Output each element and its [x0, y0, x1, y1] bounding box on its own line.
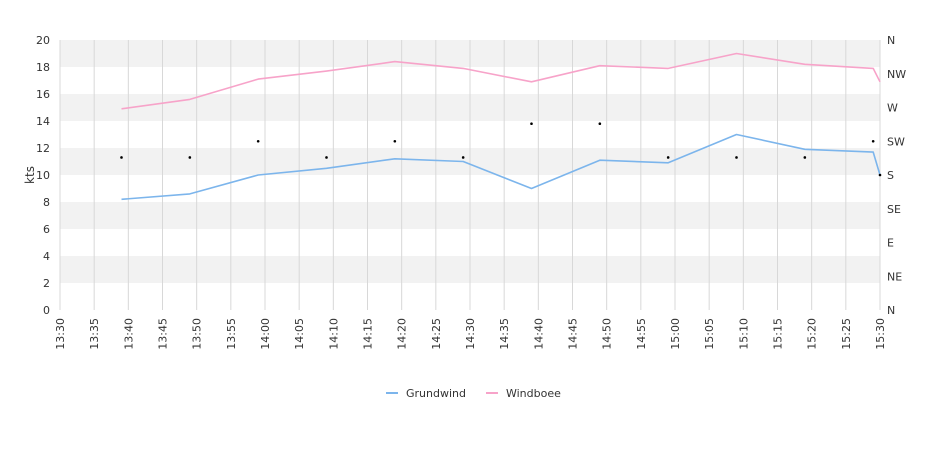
- x-tick-label: 14:35: [498, 318, 511, 350]
- direction-point: [256, 139, 260, 143]
- legend: Grundwind Windboee: [386, 387, 561, 400]
- x-tick-label: 15:10: [737, 318, 750, 350]
- x-tick-label: 13:50: [191, 318, 204, 350]
- y-tick-label: 18: [36, 61, 50, 74]
- direction-point: [393, 139, 397, 143]
- y-tick-label: 20: [36, 34, 50, 47]
- x-tick-label: 13:35: [88, 318, 101, 350]
- x-tick-label: 14:05: [293, 318, 306, 350]
- direction-point: [878, 173, 882, 177]
- series-line-windboee: [121, 52, 881, 110]
- right-axis-label: N: [887, 34, 895, 47]
- x-tick-label: 15:20: [806, 318, 819, 350]
- direction-point: [120, 156, 123, 159]
- x-tick-label: 14:55: [635, 318, 648, 350]
- direction-point: [461, 156, 465, 159]
- y-tick-label: 10: [36, 169, 50, 182]
- right-axis-label: N: [887, 304, 895, 317]
- direction-point: [530, 122, 533, 125]
- x-tick-label: 14:50: [601, 318, 614, 350]
- x-tick-label: 13:45: [157, 318, 170, 350]
- x-tick-label: 14:00: [259, 318, 272, 350]
- direction-point: [188, 156, 192, 159]
- right-axis-label: SE: [887, 203, 901, 216]
- x-tick-label: 14:45: [567, 318, 580, 350]
- x-tick-label: 14:20: [396, 318, 409, 350]
- x-tick-label: 13:55: [225, 318, 238, 350]
- x-tick-label: 15:00: [669, 318, 682, 350]
- y-tick-label: 6: [43, 223, 50, 236]
- x-tick-label: 15:15: [772, 318, 785, 350]
- x-tick-label: 14:40: [532, 318, 545, 350]
- right-axis-label: NW: [887, 68, 906, 81]
- direction-point: [325, 156, 328, 159]
- right-axis-label: SW: [887, 135, 905, 148]
- right-axis-label: NE: [887, 270, 902, 283]
- x-tick-label: 13:30: [54, 318, 67, 350]
- x-tick-label: 15:25: [840, 318, 853, 350]
- direction-point: [598, 122, 602, 125]
- x-tick-label: 14:30: [464, 318, 477, 350]
- x-tick-label: 15:05: [703, 318, 716, 350]
- legend-label: Windboee: [506, 387, 561, 400]
- direction-point: [735, 156, 738, 159]
- right-axis-label: S: [887, 169, 894, 182]
- x-tick-label: 13:40: [122, 318, 135, 350]
- direction-point: [871, 139, 875, 143]
- y-tick-label: 14: [36, 115, 50, 128]
- x-tick-label: 15:30: [874, 318, 887, 350]
- y-axis-title: kts: [23, 166, 37, 184]
- y-tick-label: 4: [43, 250, 50, 263]
- x-tick-label: 14:15: [362, 318, 375, 350]
- y-tick-label: 16: [36, 88, 50, 101]
- direction-point: [666, 156, 670, 159]
- y-tick-label: 12: [36, 142, 50, 155]
- right-axis-label: W: [887, 102, 898, 115]
- legend-label: Grundwind: [406, 387, 466, 400]
- x-tick-label: 14:10: [327, 318, 340, 350]
- y-tick-label: 8: [43, 196, 50, 209]
- direction-point: [803, 156, 807, 159]
- right-axis-label: E: [887, 237, 894, 250]
- x-tick-label: 14:25: [430, 318, 443, 350]
- y-tick-label: 2: [43, 277, 50, 290]
- series-line-grundwind: [121, 133, 881, 201]
- y-tick-label: 0: [43, 304, 50, 317]
